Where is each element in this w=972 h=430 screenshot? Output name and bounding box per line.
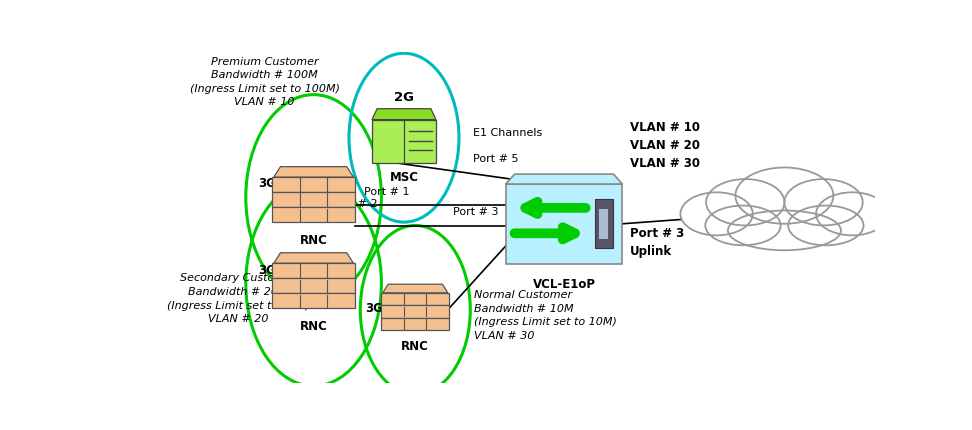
Ellipse shape xyxy=(788,206,863,245)
FancyBboxPatch shape xyxy=(505,184,622,264)
Text: Port # 3: Port # 3 xyxy=(453,207,499,217)
FancyBboxPatch shape xyxy=(381,293,449,305)
Text: Premium Customer
Bandwidth # 100M
(Ingress Limit set to 100M)
VLAN # 10: Premium Customer Bandwidth # 100M (Ingre… xyxy=(190,57,339,108)
FancyBboxPatch shape xyxy=(272,192,355,207)
Polygon shape xyxy=(274,253,354,263)
Ellipse shape xyxy=(680,192,752,235)
Polygon shape xyxy=(383,284,448,293)
Text: RNC: RNC xyxy=(299,234,328,247)
Text: Port # 2: Port # 2 xyxy=(332,199,378,209)
Ellipse shape xyxy=(728,211,841,250)
FancyBboxPatch shape xyxy=(372,120,436,163)
Text: 3G: 3G xyxy=(258,178,276,190)
Text: MSC: MSC xyxy=(390,171,419,184)
Text: VCL-E1oP: VCL-E1oP xyxy=(533,278,596,292)
Text: Normal Customer
Bandwidth # 10M
(Ingress Limit set to 10M)
VLAN # 30: Normal Customer Bandwidth # 10M (Ingress… xyxy=(474,290,617,341)
FancyBboxPatch shape xyxy=(272,207,355,222)
FancyBboxPatch shape xyxy=(272,263,355,278)
Ellipse shape xyxy=(816,192,888,235)
Polygon shape xyxy=(505,174,622,184)
FancyBboxPatch shape xyxy=(381,305,449,318)
Ellipse shape xyxy=(706,206,781,245)
Ellipse shape xyxy=(706,179,784,225)
Ellipse shape xyxy=(736,168,833,224)
FancyBboxPatch shape xyxy=(272,177,355,192)
Polygon shape xyxy=(274,167,354,177)
Text: MPLS/IP/MEF
Network: MPLS/IP/MEF Network xyxy=(742,181,827,212)
Text: 2G: 2G xyxy=(394,91,414,104)
Text: E1 Channels: E1 Channels xyxy=(473,128,542,138)
Text: 3G: 3G xyxy=(364,301,383,315)
Text: VLAN # 10
VLAN # 20
VLAN # 30: VLAN # 10 VLAN # 20 VLAN # 30 xyxy=(630,121,700,170)
FancyBboxPatch shape xyxy=(272,293,355,308)
Text: Port # 1: Port # 1 xyxy=(364,187,409,197)
Text: RNC: RNC xyxy=(401,340,430,353)
FancyBboxPatch shape xyxy=(595,199,613,249)
FancyBboxPatch shape xyxy=(272,278,355,293)
Text: RNC: RNC xyxy=(299,320,328,333)
Polygon shape xyxy=(372,109,436,120)
Text: Secondary Customer
Bandwidth # 20M
(Ingress Limit set to 20M)
VLAN # 20: Secondary Customer Bandwidth # 20M (Ingr… xyxy=(167,273,310,324)
Text: 3G: 3G xyxy=(258,264,276,276)
Text: Port # 3
Uplink: Port # 3 Uplink xyxy=(630,227,684,258)
FancyBboxPatch shape xyxy=(381,318,449,330)
Ellipse shape xyxy=(784,179,863,225)
Text: Port # 5: Port # 5 xyxy=(473,154,519,164)
FancyBboxPatch shape xyxy=(600,209,608,239)
